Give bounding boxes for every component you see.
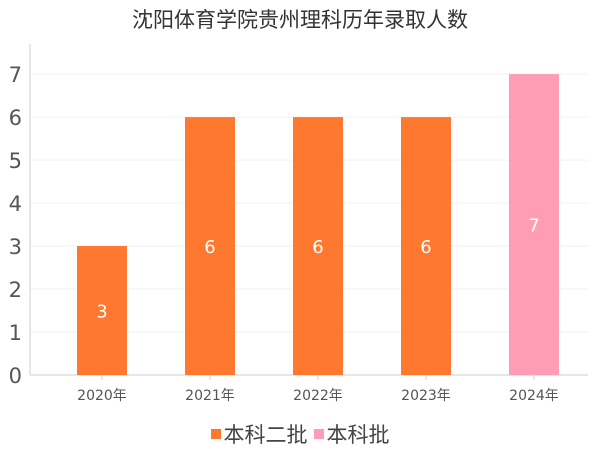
bar	[77, 246, 127, 375]
y-tick-label: 0	[9, 364, 22, 388]
data-label: 6	[204, 237, 215, 258]
bars: 3 6 6 6 7	[77, 74, 559, 376]
y-tick-label: 2	[9, 278, 22, 302]
y-axis-ticks: 0 1 2 3 4 5 6 7	[9, 63, 22, 388]
bar	[293, 117, 343, 376]
x-axis-ticks: 2020年 2021年 2022年 2023年 2024年	[77, 388, 559, 404]
data-label: 6	[312, 237, 323, 258]
y-tick-label: 4	[9, 192, 22, 216]
y-tick-label: 1	[9, 321, 22, 345]
data-label: 7	[528, 216, 539, 237]
legend: 本科二批 本科批	[0, 419, 600, 449]
y-tick-label: 6	[9, 106, 22, 130]
legend-swatch	[313, 429, 324, 439]
y-tick-label: 3	[9, 235, 22, 259]
legend-item[interactable]: 本科二批	[210, 419, 308, 449]
legend-label: 本科批	[326, 423, 390, 447]
y-tick-label: 7	[9, 63, 22, 87]
data-label: 6	[420, 237, 431, 258]
legend-label: 本科二批	[223, 423, 308, 447]
x-tick-label: 2023年	[401, 388, 451, 404]
legend-item[interactable]: 本科批	[313, 419, 390, 449]
data-label: 3	[96, 302, 107, 323]
bar	[185, 117, 235, 376]
x-tick-label: 2021年	[185, 388, 235, 404]
x-tick-label: 2022年	[293, 388, 343, 404]
x-tick-label: 2020年	[77, 388, 127, 404]
bar	[509, 74, 559, 375]
chart-title: 沈阳体育学院贵州理科历年录取人数	[132, 8, 468, 32]
x-tick-label: 2024年	[509, 388, 559, 404]
y-tick-label: 5	[9, 149, 22, 173]
bar	[401, 117, 451, 376]
legend-swatch	[210, 429, 221, 439]
